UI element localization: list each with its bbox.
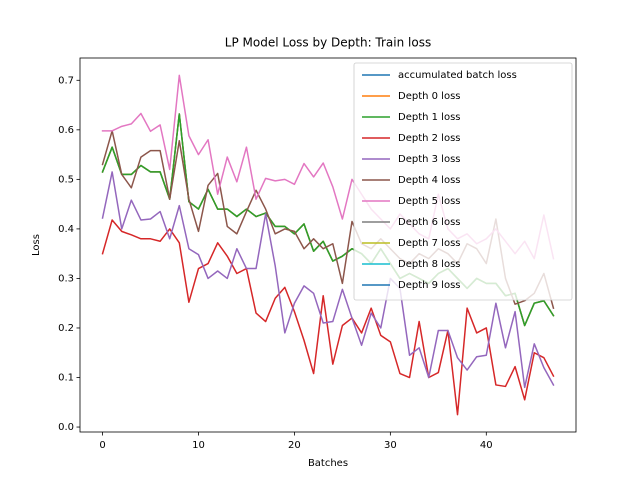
x-tick-label: 20: [288, 440, 301, 451]
x-axis-label: Batches: [308, 458, 348, 469]
legend-label: Depth 2 loss: [398, 133, 461, 144]
axes-frame: [79, 57, 577, 433]
legend-label: Depth 5 loss: [398, 196, 461, 207]
y-tick-label: 0.2: [58, 323, 74, 334]
legend-label: Depth 3 loss: [398, 154, 461, 165]
y-tick-label: 0.7: [58, 75, 74, 86]
y-tick-label: 0.4: [58, 224, 74, 235]
x-tick-label: 0: [99, 440, 105, 451]
x-tick-label: 10: [192, 440, 205, 451]
y-tick-label: 0.1: [58, 373, 74, 384]
legend-label: accumulated batch loss: [398, 70, 517, 81]
chart-title: LP Model Loss by Depth: Train loss: [225, 36, 431, 50]
legend-label: Depth 8 loss: [398, 259, 461, 270]
data-line: [101, 219, 555, 416]
y-tick-label: 0.3: [58, 273, 74, 284]
legend-label: Depth 1 loss: [398, 112, 461, 123]
x-tick-label: 40: [480, 440, 493, 451]
data-line: [101, 171, 555, 389]
y-tick-label: 0.6: [58, 125, 74, 136]
legend-label: Depth 0 loss: [398, 91, 461, 102]
legend-label: Depth 7 loss: [398, 238, 461, 249]
legend-label: Depth 6 loss: [398, 217, 461, 228]
y-axis-label: Loss: [31, 234, 42, 256]
legend-label: Depth 4 loss: [398, 175, 461, 186]
legend-box: [353, 62, 573, 301]
x-tick-label: 30: [384, 440, 397, 451]
y-tick-label: 0.0: [58, 422, 74, 433]
y-tick-label: 0.5: [58, 174, 74, 185]
legend: accumulated batch loss Depth 0 loss Depth …: [353, 62, 573, 301]
legend-label: Depth 9 loss: [398, 280, 461, 291]
